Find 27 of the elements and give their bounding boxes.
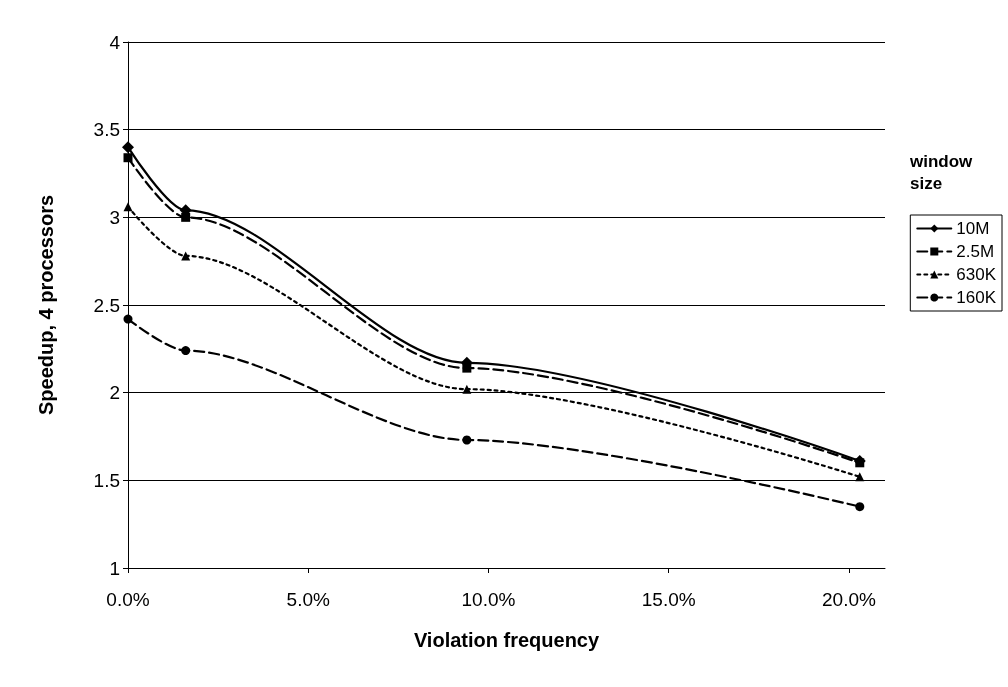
x-tick-label: 5.0% xyxy=(286,589,330,610)
x-axis-title: Violation frequency xyxy=(413,629,600,651)
legend-title: window size xyxy=(909,151,978,193)
y-tick-label: 3 xyxy=(109,206,120,228)
x-tick-label: 10.0% xyxy=(461,589,516,610)
point xyxy=(123,153,133,163)
y-axis-title: Speedup, 4 processors xyxy=(35,194,57,416)
y-tick-label: 3.5 xyxy=(93,119,120,141)
point xyxy=(462,435,472,445)
y-tick-label: 2.5 xyxy=(93,294,120,316)
legend-label: 2.5M xyxy=(956,242,995,261)
x-tick-label: 0.0% xyxy=(106,589,150,610)
legend-label: 160K xyxy=(956,288,997,307)
y-tick-label: 4 xyxy=(109,31,121,53)
y-tick-label: 2 xyxy=(109,382,120,404)
point xyxy=(462,384,472,394)
point xyxy=(122,141,134,154)
y-tick-label: 1.5 xyxy=(93,469,120,491)
point xyxy=(181,346,191,356)
point xyxy=(123,202,133,212)
y-tick-label: 1 xyxy=(109,557,120,579)
point xyxy=(855,502,865,512)
x-tick-label: 20.0% xyxy=(822,589,876,610)
legend-label: 630K xyxy=(956,265,997,284)
point xyxy=(123,314,133,324)
x-tick-label: 15.0% xyxy=(641,589,696,610)
legend-label: 10M xyxy=(956,219,990,238)
